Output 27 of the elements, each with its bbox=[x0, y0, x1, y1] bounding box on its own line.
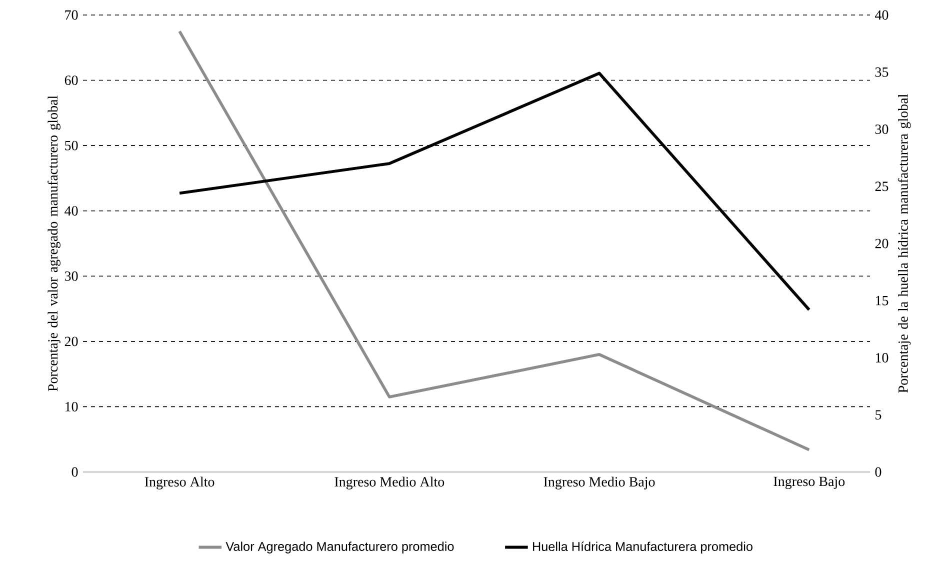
y2-tick-label: 15 bbox=[876, 296, 888, 306]
y-tick-label: 10 bbox=[66, 402, 78, 412]
line-series bbox=[178, 30, 811, 452]
y-tick-label: 70 bbox=[65, 10, 78, 20]
x-tick-label: Ingreso Bajo bbox=[774, 476, 845, 489]
y2-tick-label: 0 bbox=[875, 467, 882, 477]
legend-label: Huella Hídrica Manufacturera promedio bbox=[533, 542, 752, 554]
y-tick-label: 40 bbox=[64, 206, 78, 216]
y2-tick-label: 5 bbox=[876, 410, 882, 420]
y-tick-label: 60 bbox=[64, 76, 78, 86]
y2-tick-label: 30 bbox=[875, 124, 888, 134]
x-tick-label: Ingreso Medio Alto bbox=[334, 476, 444, 490]
y-tick-label: 50 bbox=[65, 140, 78, 150]
x-tick-label: Ingreso Alto bbox=[144, 476, 214, 490]
y2-tick-label: 35 bbox=[875, 67, 888, 77]
x-tick-label: Ingreso Medio Bajo bbox=[544, 476, 655, 490]
y-tick-label: 30 bbox=[64, 271, 78, 281]
legend-label: Valor Agregado Manufacturero promedio bbox=[226, 542, 454, 554]
y2-axis-title: Porcentaje de la huella hídrica manufacturera global bbox=[898, 94, 911, 393]
y2-tick-label: 20 bbox=[875, 238, 888, 248]
y-axis-title: Porcentaje del valor agregado manufacturero global bbox=[48, 96, 60, 392]
y-tick-label: 0 bbox=[72, 467, 78, 477]
line-series bbox=[178, 72, 811, 312]
y-tick-label: 20 bbox=[64, 336, 78, 346]
y2-tick-label: 40 bbox=[875, 10, 888, 20]
y2-tick-label: 10 bbox=[876, 353, 888, 362]
y2-tick-label: 25 bbox=[875, 182, 888, 192]
